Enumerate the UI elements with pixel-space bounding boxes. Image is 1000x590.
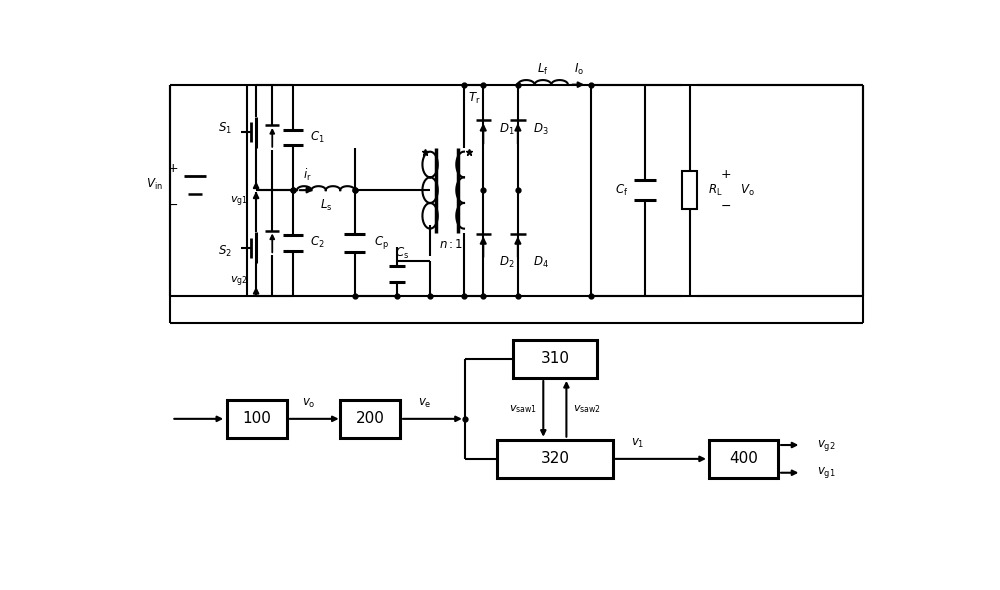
Text: $v_{\rm g1}$: $v_{\rm g1}$	[230, 195, 248, 209]
Text: $v_{\rm g2}$: $v_{\rm g2}$	[230, 274, 248, 289]
Text: $v_{\rm g1}$: $v_{\rm g1}$	[817, 466, 835, 480]
Text: $n:1$: $n:1$	[439, 238, 463, 251]
Text: $v_{\rm g2}$: $v_{\rm g2}$	[817, 438, 835, 453]
Text: 320: 320	[540, 451, 569, 466]
Text: $V_{\rm o}$: $V_{\rm o}$	[740, 182, 754, 198]
Text: 100: 100	[242, 411, 271, 427]
Text: $L_{\rm s}$: $L_{\rm s}$	[320, 198, 332, 213]
Bar	[227, 399, 287, 438]
Text: $D_2$: $D_2$	[499, 255, 514, 270]
Text: $D_3$: $D_3$	[533, 122, 549, 137]
Text: $+$: $+$	[167, 162, 178, 175]
Text: $S_2$: $S_2$	[218, 244, 232, 259]
Text: 310: 310	[540, 351, 569, 366]
Bar	[682, 171, 697, 209]
Text: $L_{\rm f}$: $L_{\rm f}$	[537, 62, 549, 77]
Text: $-$: $-$	[720, 199, 731, 212]
Bar	[497, 440, 613, 478]
Text: $v_{\rm saw2}$: $v_{\rm saw2}$	[573, 403, 600, 415]
Text: $D_4$: $D_4$	[533, 255, 549, 270]
Text: $-$: $-$	[167, 198, 178, 211]
Text: $R_{\rm L}$: $R_{\rm L}$	[708, 182, 723, 198]
Text: $S_1$: $S_1$	[218, 121, 232, 136]
Text: $v_{\rm e}$: $v_{\rm e}$	[418, 397, 432, 410]
Text: $D_1$: $D_1$	[499, 122, 514, 137]
Text: $V_{\rm in}$: $V_{\rm in}$	[146, 177, 163, 192]
Bar	[340, 399, 400, 438]
Text: $v_{\rm o}$: $v_{\rm o}$	[302, 397, 315, 410]
Text: $i_{\rm r}$: $i_{\rm r}$	[303, 167, 311, 183]
Text: $+$: $+$	[720, 168, 731, 181]
Text: $T_{\rm r}$: $T_{\rm r}$	[468, 91, 480, 106]
Text: $v_{\rm saw1}$: $v_{\rm saw1}$	[509, 403, 537, 415]
Text: $C_1$: $C_1$	[310, 130, 325, 145]
Text: 400: 400	[729, 451, 758, 466]
Text: $C_2$: $C_2$	[310, 235, 325, 250]
Text: $C_{\rm p}$: $C_{\rm p}$	[374, 234, 389, 251]
Text: $C_{\rm s}$: $C_{\rm s}$	[395, 246, 409, 261]
Bar	[512, 339, 597, 378]
Text: $I_{\rm o}$: $I_{\rm o}$	[574, 62, 584, 77]
Text: $C_{\rm f}$: $C_{\rm f}$	[615, 182, 628, 198]
Bar	[709, 440, 778, 478]
Text: 200: 200	[356, 411, 384, 427]
Text: $v_1$: $v_1$	[631, 437, 644, 450]
